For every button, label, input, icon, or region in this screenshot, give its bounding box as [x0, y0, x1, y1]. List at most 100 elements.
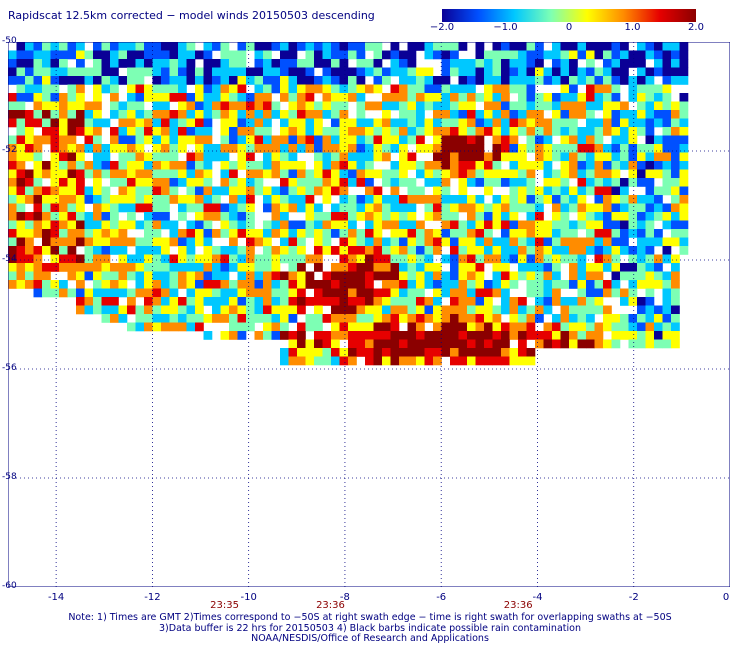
wind-cell	[305, 220, 315, 230]
wind-cell	[407, 254, 417, 264]
wind-cell	[611, 331, 621, 340]
wind-cell	[560, 118, 570, 128]
wind-cell	[314, 169, 323, 179]
wind-cell	[246, 161, 255, 170]
wind-cell	[195, 186, 204, 196]
wind-cell	[25, 254, 34, 264]
wind-cell	[59, 246, 68, 255]
wind-cell	[637, 169, 646, 179]
wind-cell	[178, 101, 187, 111]
wind-cell	[518, 50, 527, 60]
wind-cell	[152, 220, 162, 230]
wind-cell	[169, 59, 179, 68]
wind-cell	[399, 59, 408, 68]
wind-cell	[365, 314, 374, 323]
wind-cell	[237, 110, 247, 119]
wind-cell	[620, 186, 629, 196]
wind-cell	[501, 118, 510, 128]
wind-cell	[611, 203, 621, 213]
wind-cell	[76, 203, 85, 213]
wind-cell	[297, 356, 306, 366]
wind-cell	[526, 76, 536, 85]
wind-cell	[339, 254, 349, 264]
wind-cell	[492, 339, 502, 349]
wind-cell	[144, 161, 153, 170]
wind-cell	[450, 161, 459, 170]
wind-cell	[569, 195, 578, 204]
wind-cell	[535, 127, 544, 136]
wind-cell	[314, 263, 323, 272]
wind-cell	[569, 93, 578, 102]
wind-cell	[628, 195, 638, 204]
wind-cell	[246, 288, 255, 298]
wind-cell	[458, 254, 468, 264]
wind-cell	[161, 178, 170, 187]
wind-cell	[254, 67, 264, 77]
wind-cell	[348, 220, 357, 230]
wind-cell	[654, 101, 663, 111]
wind-cell	[110, 280, 119, 289]
wind-cell	[110, 42, 119, 51]
wind-cell	[314, 339, 323, 349]
wind-cell	[390, 339, 400, 349]
wind-cell	[169, 186, 179, 196]
wind-cell	[135, 254, 145, 264]
wind-cell	[467, 271, 476, 281]
wind-cell	[161, 135, 170, 145]
wind-cell	[382, 76, 391, 85]
wind-cell	[501, 42, 510, 51]
wind-cell	[50, 237, 60, 247]
wind-cell	[33, 93, 43, 102]
wind-cell	[110, 93, 119, 102]
wind-cell	[569, 169, 578, 179]
wind-cell	[331, 220, 340, 230]
wind-cell	[441, 67, 451, 77]
wind-cell	[305, 186, 315, 196]
wind-cell	[59, 288, 68, 298]
wind-cell	[84, 288, 94, 298]
wind-cell	[509, 152, 519, 162]
wind-cell	[16, 229, 26, 238]
wind-cell	[603, 212, 612, 221]
wind-cell	[314, 178, 323, 187]
wind-cell	[569, 135, 578, 145]
wind-cell	[67, 161, 77, 170]
wind-cell	[450, 237, 459, 247]
wind-cell	[518, 331, 527, 340]
wind-cell	[407, 263, 417, 272]
wind-cell	[263, 161, 272, 170]
wind-cell	[135, 93, 145, 102]
wind-cell	[543, 135, 553, 145]
wind-cell	[16, 59, 26, 68]
wind-cell	[161, 186, 170, 196]
wind-cell	[501, 67, 510, 77]
wind-cell	[135, 110, 145, 119]
wind-cell	[322, 186, 332, 196]
wind-cell	[271, 271, 281, 281]
wind-cell	[484, 50, 493, 60]
wind-cell	[467, 263, 476, 272]
wind-cell	[254, 305, 264, 315]
wind-cell	[518, 220, 527, 230]
wind-cell	[229, 314, 238, 323]
wind-cell	[628, 288, 638, 298]
wind-cell	[382, 246, 391, 255]
wind-cell	[450, 127, 459, 136]
wind-cell	[246, 110, 255, 119]
wind-cell	[450, 50, 459, 60]
wind-cell	[535, 101, 544, 111]
wind-cell	[280, 178, 289, 187]
wind-cell	[271, 110, 281, 119]
wind-cell	[110, 271, 119, 281]
wind-cell	[620, 42, 629, 51]
wind-cell	[526, 84, 536, 94]
wind-cell	[101, 203, 111, 213]
wind-cell	[569, 254, 578, 264]
wind-cell	[101, 254, 111, 264]
wind-cell	[314, 356, 323, 366]
wind-cell	[535, 203, 544, 213]
wind-cell	[339, 246, 349, 255]
wind-cell	[679, 135, 689, 145]
wind-cell	[195, 288, 204, 298]
wind-cell	[484, 93, 493, 102]
